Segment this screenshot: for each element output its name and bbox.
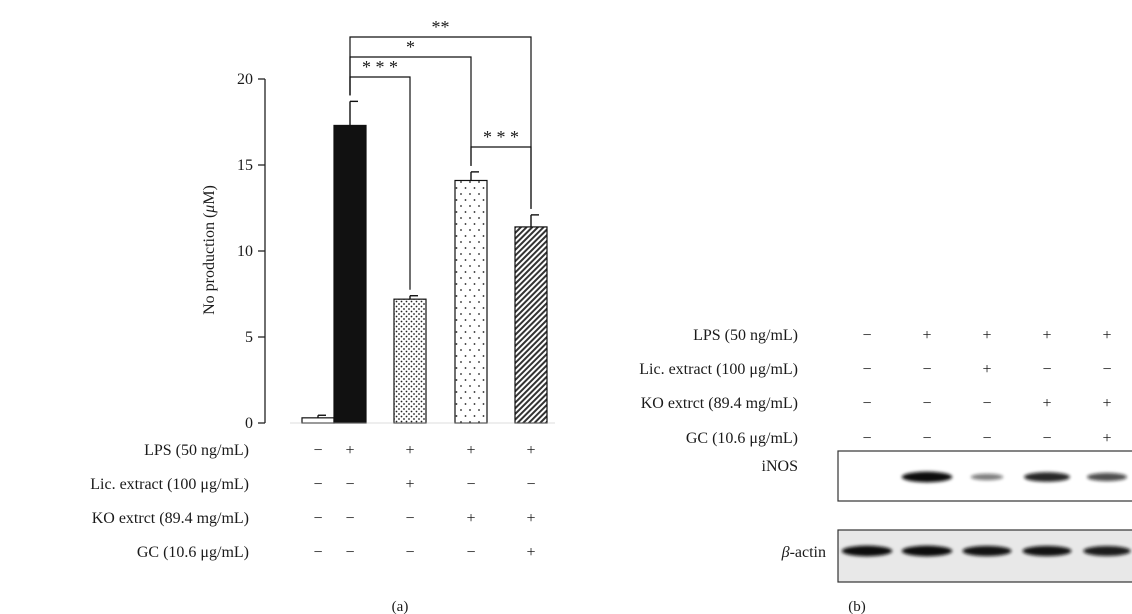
condition-sign: + — [922, 327, 931, 344]
condition-sign: − — [922, 395, 931, 412]
significance-label: ** — [432, 17, 450, 37]
condition-sign: − — [313, 544, 322, 561]
panel-b: LPS (50 ng/mL) − + + + + Lic. extract (100 μg/… — [639, 327, 1132, 614]
condition-sign: − — [862, 361, 871, 378]
condition-sign: + — [1042, 327, 1051, 344]
y-ticks: 0 5 10 15 20 — [237, 71, 265, 432]
condition-table-a: LPS (50 ng/mL) − + + + + Lic. extract (100 μg/… — [90, 442, 535, 561]
blot-band — [1083, 546, 1131, 556]
blot-band — [1087, 472, 1127, 482]
condition-sign: − — [313, 442, 322, 459]
condition-sign: − — [466, 476, 475, 493]
condition-sign: − — [862, 395, 871, 412]
condition-sign: + — [1042, 395, 1051, 412]
bands-inos — [901, 471, 1127, 483]
panel-label-a: (a) — [392, 599, 409, 614]
bar — [301, 417, 335, 424]
significance-brackets: **** * ** * * — [349, 17, 532, 290]
blot-label-inos: iNOS — [762, 458, 798, 475]
significance-label: * — [406, 37, 415, 57]
blot-band — [1024, 472, 1070, 482]
condition-sign: + — [526, 510, 535, 527]
significance-label: * * * — [362, 57, 398, 77]
condition-sign: − — [405, 544, 414, 561]
condition-sign: − — [982, 430, 991, 447]
condition-label: GC (10.6 μg/mL) — [137, 544, 249, 561]
bar — [454, 179, 488, 424]
significance-bracket — [349, 56, 472, 166]
panel-label-b: (b) — [848, 599, 866, 614]
condition-sign: − — [526, 476, 535, 493]
condition-sign: − — [922, 361, 931, 378]
condition-sign: − — [313, 510, 322, 527]
y-tick-label: 0 — [245, 415, 253, 432]
blot-actin: β-actin — [781, 529, 1132, 583]
condition-sign: + — [526, 442, 535, 459]
condition-sign: − — [313, 476, 322, 493]
condition-label: Lic. extract (100 μg/mL) — [90, 476, 249, 493]
blot-band — [901, 545, 953, 557]
y-tick-label: 15 — [237, 157, 253, 174]
condition-table-b: LPS (50 ng/mL) − + + + + Lic. extract (100 μg/… — [639, 327, 1111, 447]
y-tick-label: 20 — [237, 71, 253, 88]
significance-bracket — [349, 76, 411, 290]
condition-sign: − — [345, 510, 354, 527]
condition-sign: − — [922, 430, 931, 447]
condition-sign: − — [466, 544, 475, 561]
blot-band — [901, 471, 953, 483]
condition-sign: + — [1102, 430, 1111, 447]
y-axis: 0 5 10 15 20 No production (μM) — [201, 71, 266, 432]
blot-inos: iNOS — [762, 450, 1132, 502]
bar — [514, 226, 548, 424]
condition-sign: − — [982, 395, 991, 412]
condition-label: LPS (50 ng/mL) — [693, 327, 798, 344]
blot-band — [1022, 545, 1072, 557]
condition-sign: + — [466, 442, 475, 459]
blot-band — [970, 473, 1004, 481]
condition-sign: + — [405, 442, 414, 459]
condition-sign: + — [526, 544, 535, 561]
condition-sign: − — [1042, 430, 1051, 447]
condition-sign: + — [466, 510, 475, 527]
y-tick-label: 5 — [245, 329, 253, 346]
blot-label-actin: β-actin — [781, 544, 826, 561]
condition-sign: + — [982, 327, 991, 344]
condition-sign: − — [1042, 361, 1051, 378]
significance-label: * * * — [483, 127, 519, 147]
bar — [333, 124, 367, 424]
condition-sign: − — [345, 544, 354, 561]
bands-actin — [841, 545, 1131, 557]
condition-label: LPS (50 ng/mL) — [144, 442, 249, 459]
condition-label: GC (10.6 μg/mL) — [686, 430, 798, 447]
condition-sign: − — [862, 327, 871, 344]
condition-sign: + — [1102, 395, 1111, 412]
condition-sign: + — [1102, 327, 1111, 344]
condition-sign: − — [345, 476, 354, 493]
condition-label: KO extrct (89.4 mg/mL) — [641, 395, 798, 412]
condition-sign: − — [405, 510, 414, 527]
blot-band — [962, 545, 1012, 557]
y-tick-label: 10 — [237, 243, 253, 260]
condition-label: Lic. extract (100 μg/mL) — [639, 361, 798, 378]
condition-sign: − — [862, 430, 871, 447]
bar — [393, 298, 427, 424]
condition-sign: + — [345, 442, 354, 459]
blot-band — [841, 545, 893, 557]
significance-bracket — [470, 146, 532, 209]
condition-label: KO extrct (89.4 mg/mL) — [92, 510, 249, 527]
bars — [290, 100, 555, 424]
condition-sign: + — [982, 361, 991, 378]
y-axis-label: No production (μM) — [201, 185, 218, 315]
condition-sign: + — [405, 476, 414, 493]
condition-sign: − — [1102, 361, 1111, 378]
